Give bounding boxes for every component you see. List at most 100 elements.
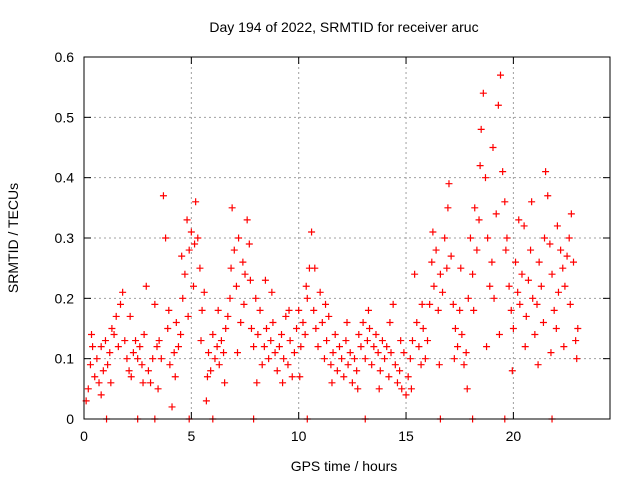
data-point bbox=[97, 343, 105, 351]
data-point bbox=[174, 343, 182, 351]
data-point bbox=[441, 234, 449, 242]
data-point bbox=[191, 240, 199, 248]
data-point bbox=[355, 331, 363, 339]
data-point bbox=[560, 343, 568, 351]
data-point bbox=[189, 282, 197, 290]
data-point bbox=[166, 361, 174, 369]
data-point bbox=[354, 385, 362, 393]
data-point bbox=[288, 373, 296, 381]
data-point bbox=[343, 318, 351, 326]
data-point bbox=[205, 349, 213, 357]
data-point bbox=[311, 264, 319, 272]
data-point bbox=[303, 294, 311, 302]
data-point bbox=[267, 337, 275, 345]
data-point bbox=[262, 325, 270, 332]
data-point bbox=[515, 216, 523, 224]
data-point bbox=[207, 367, 215, 375]
data-point bbox=[178, 252, 186, 260]
data-point bbox=[243, 216, 251, 224]
data-point bbox=[458, 331, 466, 339]
data-point bbox=[404, 373, 412, 381]
data-point bbox=[572, 337, 580, 345]
data-point bbox=[364, 306, 372, 314]
data-point bbox=[509, 325, 517, 332]
data-point bbox=[503, 234, 511, 242]
data-point bbox=[224, 312, 232, 320]
x-tick-label: 10 bbox=[291, 428, 307, 444]
data-point bbox=[265, 355, 273, 363]
data-point bbox=[570, 258, 578, 266]
data-point bbox=[548, 270, 556, 278]
data-point bbox=[391, 361, 399, 369]
data-point bbox=[396, 367, 404, 375]
data-point bbox=[144, 367, 152, 375]
data-point bbox=[245, 240, 253, 248]
data-point bbox=[89, 343, 97, 351]
data-point bbox=[108, 325, 116, 332]
data-point bbox=[447, 252, 455, 260]
data-point bbox=[125, 367, 133, 375]
data-point bbox=[275, 343, 283, 351]
data-point bbox=[552, 325, 560, 332]
data-point bbox=[202, 397, 210, 405]
data-point bbox=[470, 306, 478, 314]
data-point bbox=[192, 198, 200, 206]
data-point bbox=[299, 318, 307, 326]
data-point bbox=[466, 234, 474, 242]
data-point bbox=[434, 306, 442, 314]
data-point bbox=[101, 337, 109, 345]
data-point bbox=[121, 337, 129, 345]
data-point bbox=[211, 355, 219, 363]
data-point bbox=[172, 318, 180, 326]
data-point bbox=[221, 379, 229, 387]
data-point bbox=[151, 300, 159, 308]
data-point bbox=[200, 288, 208, 296]
data-point bbox=[157, 355, 165, 363]
data-point bbox=[535, 258, 543, 266]
data-point bbox=[533, 300, 541, 308]
data-point bbox=[368, 361, 376, 369]
data-point bbox=[273, 367, 281, 375]
data-point bbox=[366, 325, 374, 332]
data-point bbox=[353, 367, 361, 375]
data-point bbox=[170, 349, 178, 357]
data-point bbox=[553, 222, 561, 230]
data-point bbox=[153, 343, 161, 351]
data-point bbox=[421, 355, 429, 363]
data-point bbox=[559, 264, 567, 272]
data-point bbox=[177, 331, 185, 339]
data-point bbox=[296, 373, 304, 381]
data-point bbox=[318, 318, 326, 326]
data-point bbox=[463, 385, 471, 393]
data-point bbox=[539, 318, 547, 326]
data-point bbox=[499, 168, 507, 176]
data-point bbox=[159, 192, 167, 200]
data-point bbox=[445, 180, 453, 188]
data-point bbox=[357, 343, 365, 351]
data-point bbox=[444, 204, 452, 212]
data-point bbox=[164, 325, 172, 332]
data-point bbox=[370, 343, 378, 351]
data-point bbox=[297, 343, 305, 351]
data-point bbox=[271, 349, 279, 357]
data-point bbox=[483, 343, 491, 351]
data-point bbox=[116, 300, 124, 308]
data-point bbox=[338, 355, 346, 363]
data-point bbox=[215, 361, 223, 369]
data-point bbox=[527, 246, 535, 254]
data-point bbox=[413, 318, 421, 326]
data-point bbox=[544, 192, 552, 200]
data-point bbox=[325, 312, 333, 320]
data-point bbox=[481, 174, 489, 182]
data-point bbox=[331, 331, 339, 339]
data-point bbox=[374, 349, 382, 357]
data-point bbox=[520, 222, 528, 230]
data-point bbox=[293, 325, 301, 332]
data-point bbox=[237, 318, 245, 326]
data-point bbox=[220, 349, 228, 357]
data-point bbox=[387, 349, 395, 357]
data-point bbox=[344, 361, 352, 369]
data-point bbox=[534, 361, 542, 369]
